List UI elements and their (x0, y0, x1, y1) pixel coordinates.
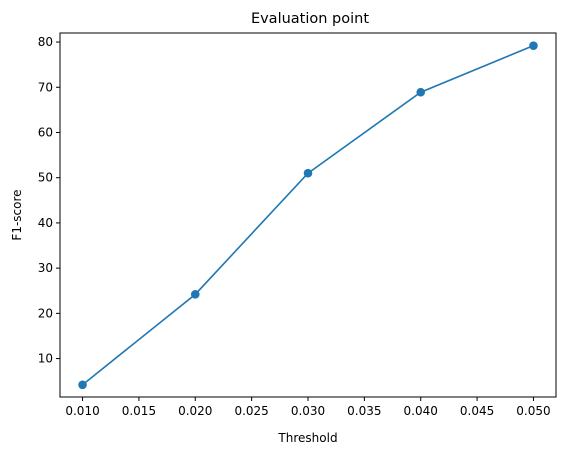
chart-title: Evaluation point (251, 11, 369, 27)
x-axis-label: Threshold (277, 431, 337, 445)
x-tick-label: 0.050 (516, 404, 550, 418)
y-tick-label: 80 (38, 35, 53, 49)
x-tick-label: 0.030 (291, 404, 325, 418)
y-tick-label: 20 (38, 306, 53, 320)
x-tick-label: 0.040 (404, 404, 438, 418)
series-layer (78, 41, 538, 390)
data-point-marker (303, 168, 313, 178)
data-point-marker (416, 87, 426, 97)
x-tick-label: 0.045 (460, 404, 494, 418)
y-tick-label: 40 (38, 216, 53, 230)
x-axis-ticks: 0.010 0.015 0.020 0.025 0.030 0.035 0.040 0.045… (65, 397, 551, 418)
y-axis-ticks: 10 20 30 40 50 60 70 80 (38, 35, 60, 366)
y-tick-label: 30 (38, 261, 53, 275)
y-tick-label: 10 (38, 352, 53, 366)
y-tick-label: 70 (38, 80, 53, 94)
data-point-marker (529, 41, 538, 50)
x-tick-label: 0.025 (234, 404, 268, 418)
y-tick-label: 50 (38, 171, 53, 185)
data-point-marker (78, 380, 87, 390)
x-tick-label: 0.020 (178, 404, 212, 418)
x-tick-label: 0.010 (65, 404, 99, 418)
y-axis-label: F1-score (10, 189, 24, 240)
plot-frame (59, 32, 557, 398)
data-point-marker (190, 290, 200, 299)
y-tick-label: 60 (38, 125, 53, 139)
x-tick-label: 0.015 (122, 404, 156, 418)
x-tick-label: 0.035 (347, 404, 381, 418)
